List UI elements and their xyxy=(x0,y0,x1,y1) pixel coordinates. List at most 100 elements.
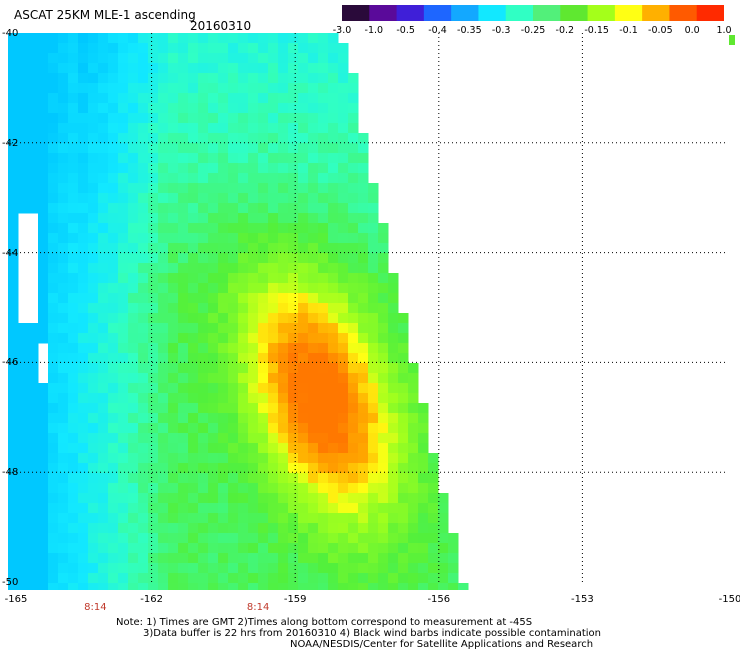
swath-cell xyxy=(398,323,409,334)
swath-cell xyxy=(108,403,119,414)
swath-cell xyxy=(108,173,119,184)
swath-cell xyxy=(118,283,129,294)
swath-cell xyxy=(298,63,309,74)
swath-cell xyxy=(398,563,409,574)
swath-cell xyxy=(128,133,139,144)
swath-cell xyxy=(118,433,129,444)
swath-cell xyxy=(78,123,89,134)
swath-cell xyxy=(28,93,39,104)
swath-cell xyxy=(358,553,369,564)
swath-cell xyxy=(258,463,269,474)
swath-cell xyxy=(228,433,239,444)
swath-cell xyxy=(228,453,239,464)
swath-cell xyxy=(288,253,299,264)
swath-cell xyxy=(68,273,79,284)
swath-cell xyxy=(408,503,419,514)
swath-cell xyxy=(288,93,299,104)
swath-cell xyxy=(78,223,89,234)
swath-cell xyxy=(228,253,239,264)
swath-cell xyxy=(338,303,349,314)
swath-cell xyxy=(18,423,29,434)
swath-cell xyxy=(218,183,229,194)
swath-cell xyxy=(338,343,349,354)
swath-cell xyxy=(98,223,109,234)
swath-cell xyxy=(158,563,169,574)
swath-cell xyxy=(248,213,259,224)
swath-cell xyxy=(28,493,39,504)
swath-cell xyxy=(188,583,199,590)
swath-cell xyxy=(448,563,459,574)
swath-cell xyxy=(228,393,239,404)
swath-cell xyxy=(288,113,299,124)
swath-cell xyxy=(8,363,19,374)
swath-cell xyxy=(248,543,259,554)
swath-cell xyxy=(188,473,199,484)
swath-cell xyxy=(148,383,159,394)
swath-cell xyxy=(428,583,439,590)
swath-cell xyxy=(218,193,229,204)
swath-cell xyxy=(368,473,379,484)
swath-cell xyxy=(418,483,429,494)
swath-cell xyxy=(28,153,39,164)
swath-cell xyxy=(338,403,349,414)
swath-cell xyxy=(68,463,79,474)
swath-cell xyxy=(198,53,209,64)
swath-cell xyxy=(248,123,259,134)
swath-cell xyxy=(298,253,309,264)
swath-cell xyxy=(48,483,59,494)
swath-cell xyxy=(218,103,229,114)
swath-cell xyxy=(78,553,89,564)
swath-cell xyxy=(28,123,39,134)
swath-cell xyxy=(188,123,199,134)
swath-cell xyxy=(168,403,179,414)
swath-cell xyxy=(198,503,209,514)
swath-cell xyxy=(148,123,159,134)
swath-cell xyxy=(348,423,359,434)
swath-cell xyxy=(198,93,209,104)
swath-cell xyxy=(368,353,379,364)
swath-cell xyxy=(88,123,99,134)
swath-cell xyxy=(228,473,239,484)
swath-cell xyxy=(368,423,379,434)
swath-cell xyxy=(228,333,239,344)
swath-cell xyxy=(438,543,449,554)
swath-cell xyxy=(268,453,279,464)
swath-cell xyxy=(148,63,159,74)
swath-cell xyxy=(378,583,389,590)
swath-cell xyxy=(408,363,419,374)
swath-cell xyxy=(38,273,49,284)
swath-cell xyxy=(348,253,359,264)
swath-cell xyxy=(8,543,19,554)
swath-cell xyxy=(248,153,259,164)
swath-cell xyxy=(228,73,239,84)
swath-cell xyxy=(318,173,329,184)
swath-cell xyxy=(268,413,279,424)
swath-cell xyxy=(308,313,319,324)
swath-cell xyxy=(418,553,429,564)
swath-cell xyxy=(8,183,19,194)
swath-cell xyxy=(98,243,109,254)
swath-cell xyxy=(8,583,19,590)
swath-cell xyxy=(258,243,269,254)
swath-cell xyxy=(348,533,359,544)
swath-cell xyxy=(98,343,109,354)
swath-cell xyxy=(148,563,159,574)
swath-cell xyxy=(338,183,349,194)
swath-cell xyxy=(338,443,349,454)
swath-cell xyxy=(8,473,19,484)
swath-cell xyxy=(208,203,219,214)
swath-cell xyxy=(48,143,59,154)
swath-cell xyxy=(348,153,359,164)
swath-cell xyxy=(198,373,209,384)
swath-cell xyxy=(108,83,119,94)
swath-cell xyxy=(178,413,189,424)
swath-cell xyxy=(378,263,389,274)
swath-cell xyxy=(368,443,379,454)
swath-cell xyxy=(108,543,119,554)
swath-cell xyxy=(28,343,39,354)
swath-cell xyxy=(208,543,219,554)
swath-cell xyxy=(68,323,79,334)
swath-cell xyxy=(198,183,209,194)
swath-cell xyxy=(158,93,169,104)
swath-cell xyxy=(78,283,89,294)
